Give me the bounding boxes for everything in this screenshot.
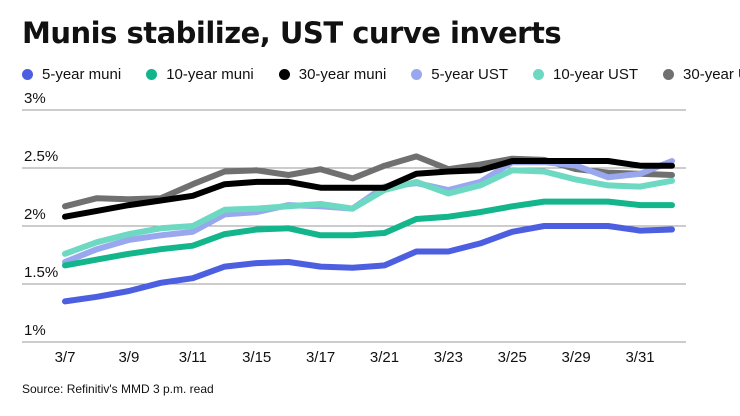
x-tick-label: 3/21 [370, 349, 399, 366]
legend-swatch-icon [278, 68, 290, 80]
legend-label: 5-year muni [42, 65, 122, 83]
legend-label: 30-year muni [298, 65, 387, 83]
x-tick-label: 3/11 [179, 349, 207, 366]
y-tick-label: 2.5% [24, 148, 58, 165]
legend-label: 10-year UST [552, 65, 639, 83]
series-line-5-year-muni [62, 223, 675, 305]
x-tick-label: 3/17 [306, 349, 335, 366]
legend-item: 10-year muni [146, 66, 254, 83]
x-tick-label: 3/25 [498, 349, 527, 366]
legend-label: 5-year UST [431, 65, 508, 83]
legend-swatch-icon [411, 68, 423, 80]
legend-item: 30-year muni [278, 65, 387, 83]
legend-swatch-icon [532, 68, 544, 80]
y-tick-label: 2% [24, 206, 46, 223]
series-line-5-year-ust [62, 158, 675, 265]
chart-legend: 5-year muni 10-year muni 30-year muni 5-yea… [22, 64, 740, 84]
x-tick-label: 3/31 [625, 349, 654, 366]
series-line-30-year-muni [62, 158, 675, 220]
series-line-10-year-muni [62, 198, 675, 269]
legend-item: 10-year UST [532, 65, 639, 83]
x-tick-label: 3/29 [562, 349, 591, 366]
x-tick-label: 3/9 [118, 349, 139, 366]
legend-label: 10-year muni [166, 65, 254, 83]
x-tick-label: 3/15 [242, 349, 271, 366]
legend-swatch-icon [146, 68, 158, 80]
x-tick-label: 3/23 [434, 349, 463, 366]
y-tick-label: 1.5% [24, 264, 58, 281]
y-tick-label: 1% [24, 322, 46, 339]
y-tick-label: 3% [24, 90, 46, 107]
source-note: Source: Refinitiv's MMD 3 p.m. read [22, 382, 214, 396]
legend-swatch-icon [663, 68, 675, 80]
chart-title: Munis stabilize, UST curve inverts [22, 16, 562, 50]
legend-item: 5-year muni [22, 66, 121, 83]
series-line-10-year-ust [62, 167, 675, 257]
x-tick-label: 3/7 [55, 349, 76, 366]
legend-item: 30-year UST [663, 66, 740, 83]
legend-item: 5-year UST [411, 66, 508, 83]
legend-label: 30-year UST [683, 65, 740, 83]
legend-swatch-icon [22, 68, 33, 80]
